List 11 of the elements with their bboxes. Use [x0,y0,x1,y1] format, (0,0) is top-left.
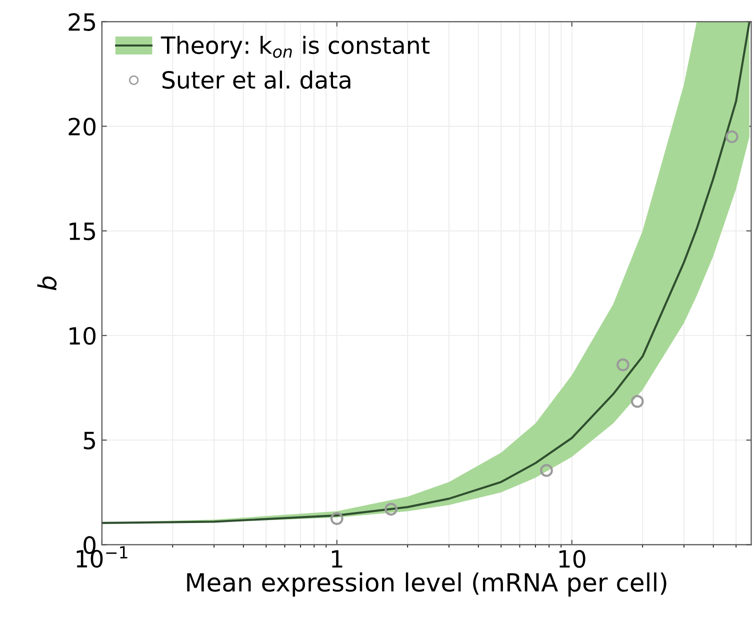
legend-label: Suter et al. data [162,70,350,89]
y-tick-label: 15 [70,222,95,240]
legend-label: Theory: k$_{on}$ is constant [160,36,430,59]
y-tick-label: 25 [68,13,95,31]
y-tick-label: 10 [70,326,96,345]
x-axis-title: Mean expression level (mRNA per cell) [187,572,666,597]
x-tick-label: 1 [332,550,342,568]
x-tick-label: 10 [559,550,586,568]
y-tick-label: 20 [68,118,96,136]
y-axis-title: b [37,276,57,290]
y-tick-label: 5 [84,432,95,450]
